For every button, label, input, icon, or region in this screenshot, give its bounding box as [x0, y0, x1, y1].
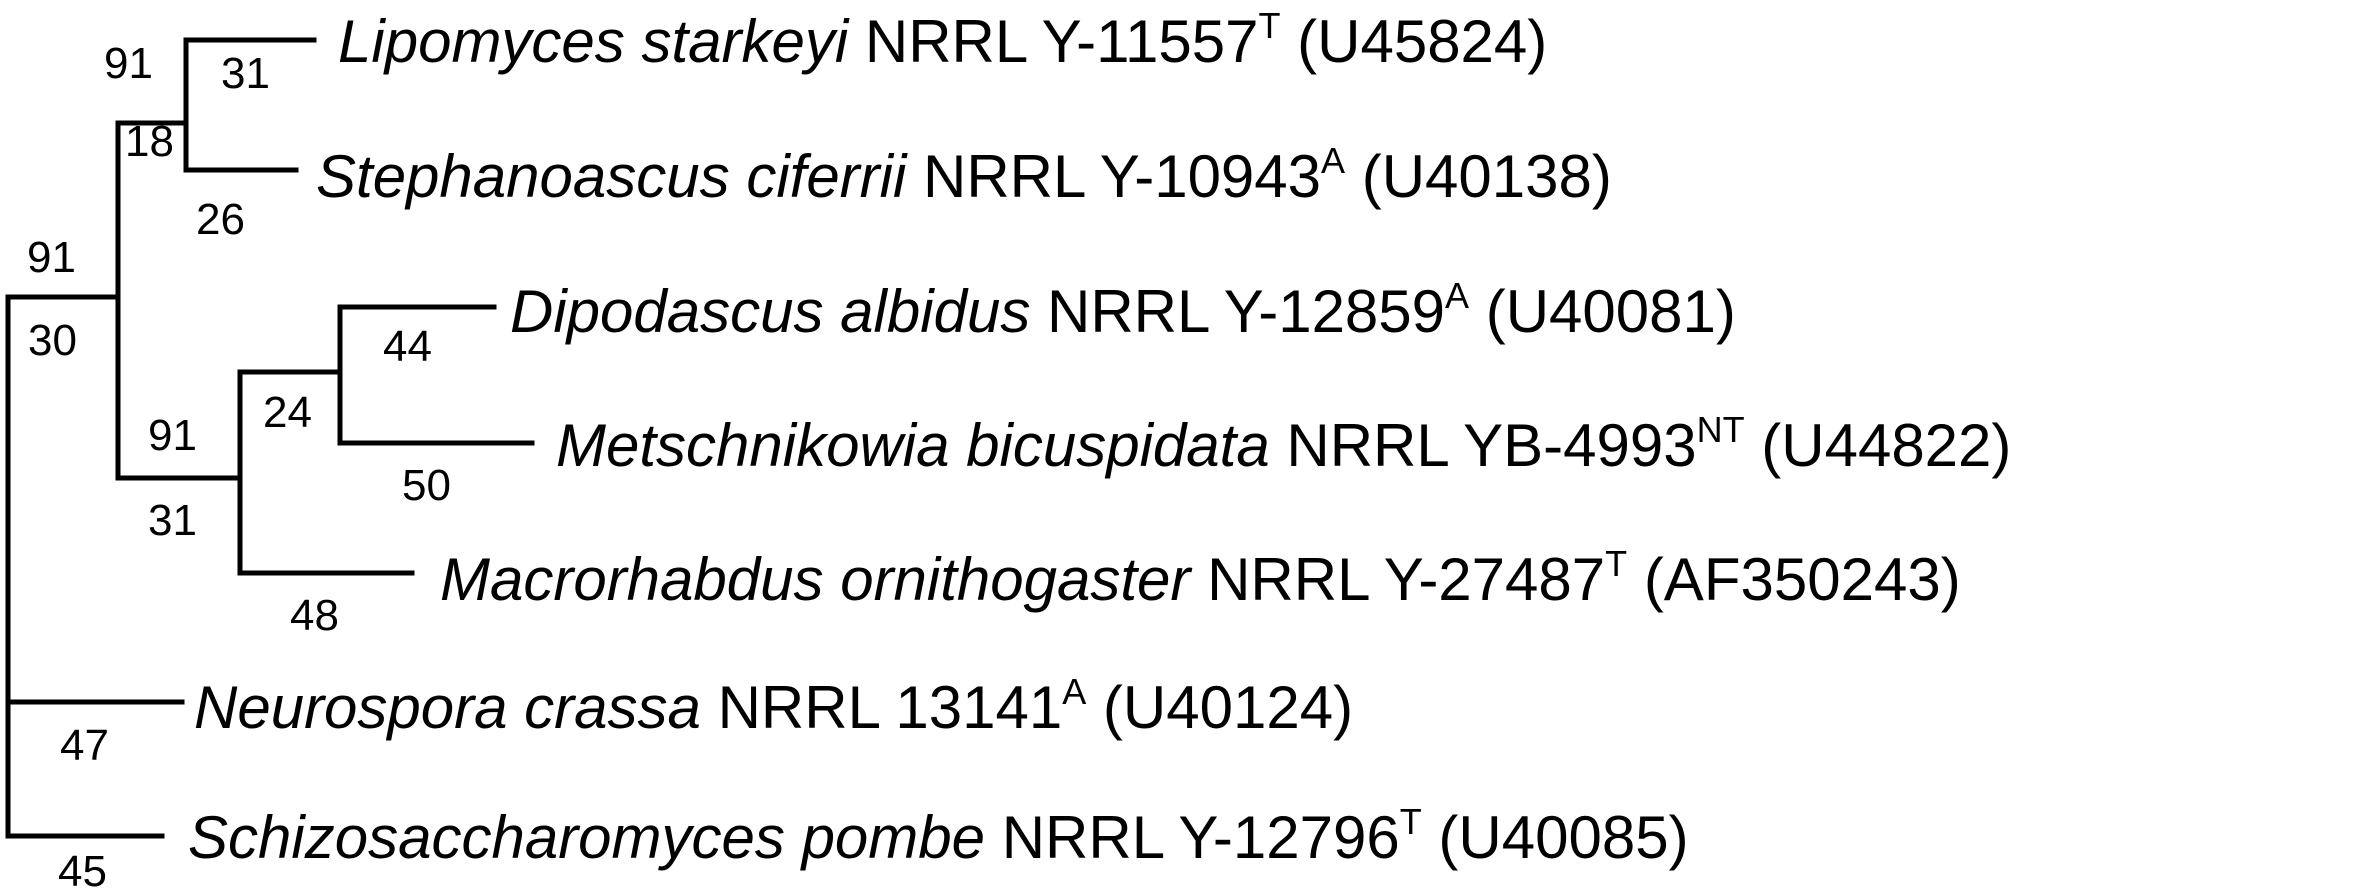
taxon-label-schizosaccharomyces: Schizosaccharomyces pombe NRRL Y-12796T …	[188, 801, 1689, 871]
stephanoascus-branch-label: 26	[196, 195, 245, 244]
clade-dip-met-mac-branch-label: 31	[148, 496, 197, 545]
clade-inner-branch-label: 30	[28, 316, 77, 365]
clade-dip-met-mac-support-label: 91	[148, 411, 197, 460]
taxon-label-macrorhabdus: Macrorhabdus ornithogaster NRRL Y-27487T…	[440, 543, 1961, 613]
branch-labels: 91 30 91 18 31 26 24 44 50 91 31 48 47 4…	[27, 39, 451, 895]
clade-lip-steph-branch-label: 18	[125, 117, 174, 166]
macrorhabdus-branch-label: 48	[290, 591, 339, 640]
neurospora-branch-label: 47	[60, 721, 109, 770]
clade-dip-met-branch-label: 24	[263, 388, 312, 437]
taxon-label-neurospora: Neurospora crassa NRRL 13141A (U40124)	[194, 671, 1353, 741]
tree-branches	[5, 37, 535, 839]
dipodascus-branch-label: 44	[383, 322, 432, 371]
clade-lip-steph-support-label: 91	[104, 39, 153, 88]
clade-inner-support-label: 91	[27, 233, 76, 282]
taxon-label-stephanoascus: Stephanoascus ciferrii NRRL Y-10943A (U4…	[316, 140, 1612, 210]
lipomyces-branch-label: 31	[221, 49, 270, 98]
metschnikowia-branch-label: 50	[402, 461, 451, 510]
taxon-label-metschnikowia: Metschnikowia bicuspidata NRRL YB-4993NT…	[556, 409, 2011, 479]
taxon-label-lipomyces: Lipomyces starkeyi NRRL Y-11557T (U45824…	[338, 5, 1547, 75]
schizo-branch-label: 45	[58, 847, 107, 895]
taxon-label-dipodascus: Dipodascus albidus NRRL Y-12859A (U40081…	[510, 275, 1736, 345]
taxon-labels: Lipomyces starkeyi NRRL Y-11557T (U45824…	[188, 5, 2011, 871]
